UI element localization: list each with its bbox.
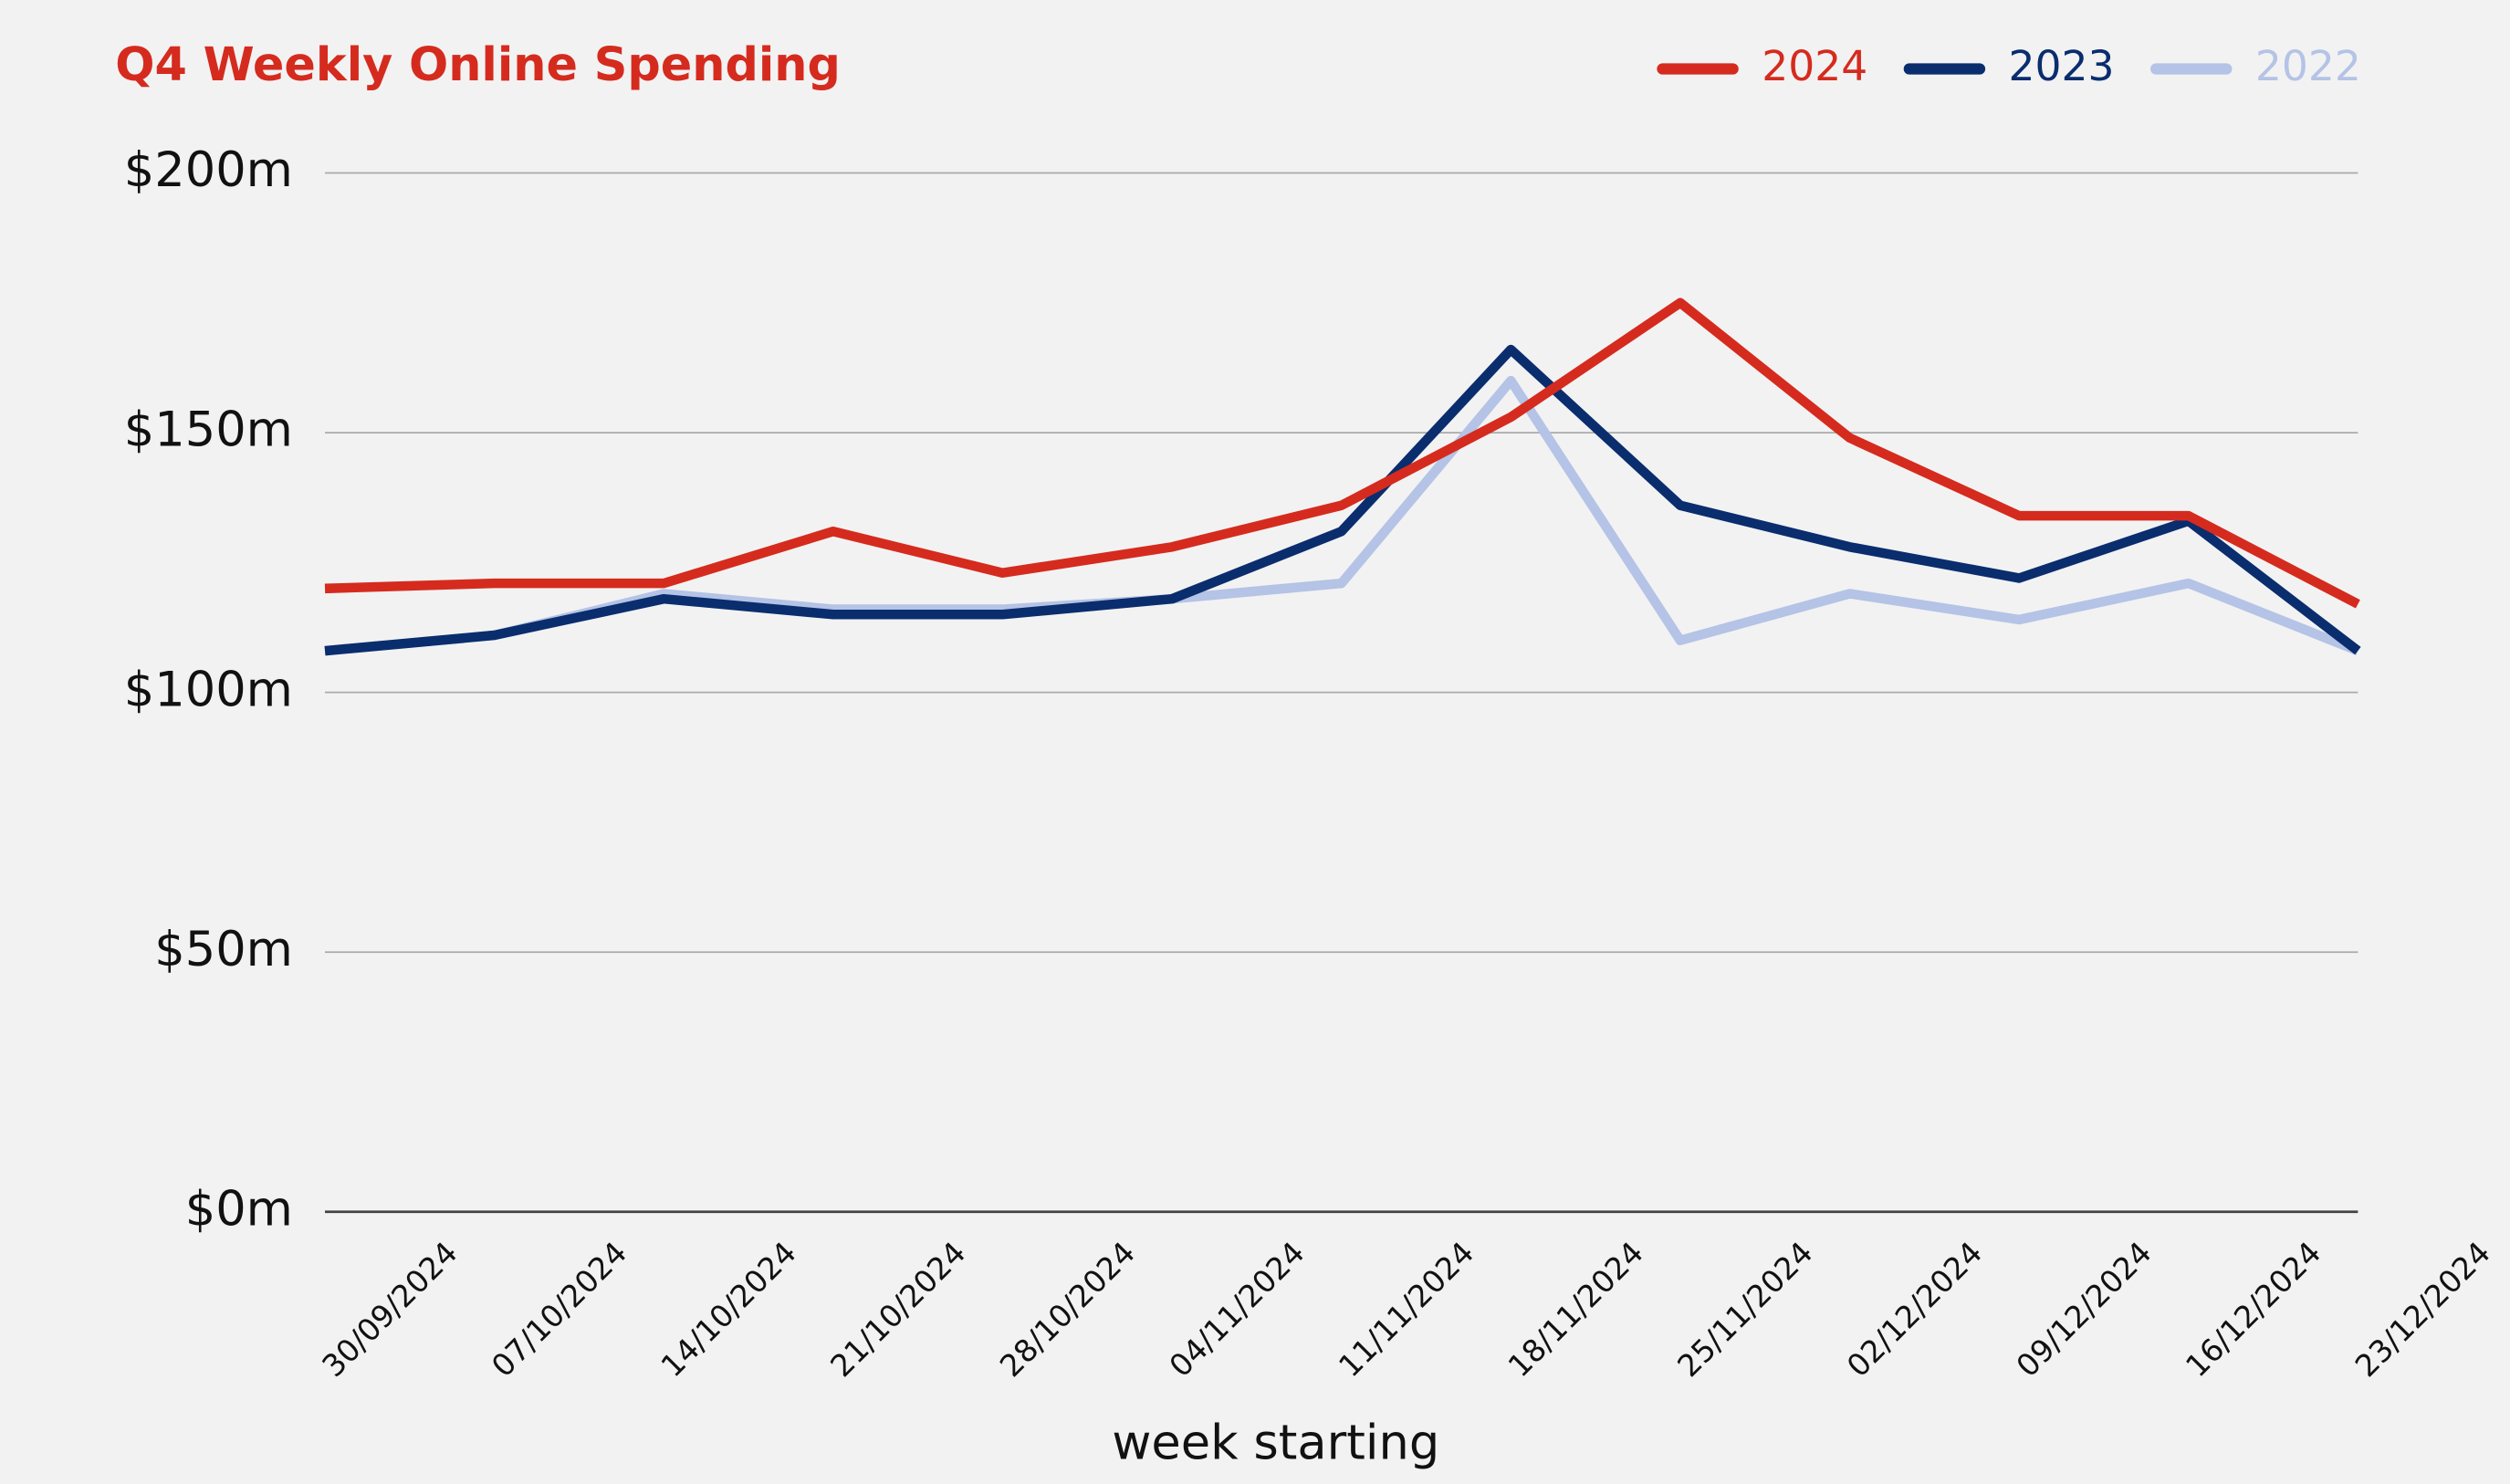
y-tick-label: $0m bbox=[185, 1181, 293, 1237]
legend-label: 2024 bbox=[1762, 42, 1867, 90]
legend-label: 2022 bbox=[2255, 42, 2361, 90]
y-tick-label: $200m bbox=[124, 142, 293, 198]
x-axis-label: week starting bbox=[1112, 1415, 1439, 1470]
line-series bbox=[324, 344, 2361, 656]
y-tick-label: $50m bbox=[154, 922, 293, 977]
line-series bbox=[324, 298, 2360, 609]
line-series bbox=[324, 375, 2360, 656]
legend-label: 2023 bbox=[2009, 42, 2115, 90]
y-tick-label: $100m bbox=[124, 662, 293, 717]
y-tick-label: $150m bbox=[124, 402, 293, 458]
chart-title: Q4 Weekly Online Spending bbox=[115, 37, 841, 91]
